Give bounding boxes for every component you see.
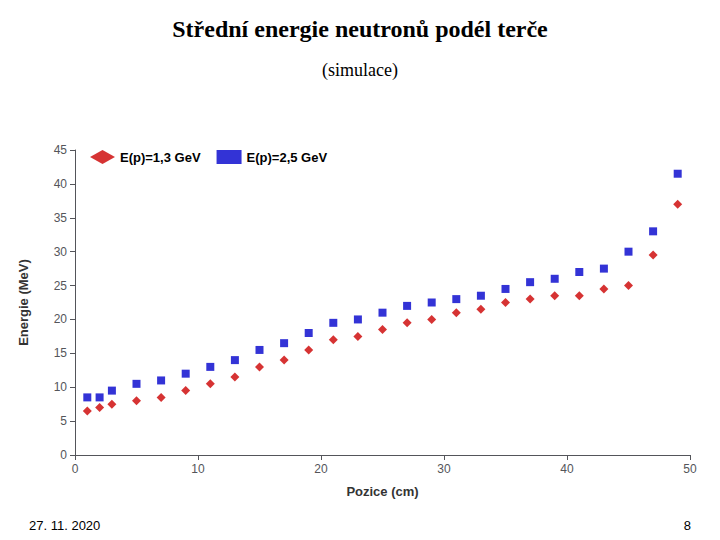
svg-text:25: 25 [54, 279, 68, 293]
svg-text:50: 50 [683, 462, 697, 476]
svg-text:0: 0 [60, 448, 67, 462]
svg-text:30: 30 [437, 462, 451, 476]
svg-text:5: 5 [60, 414, 67, 428]
svg-text:8: 8 [684, 518, 691, 533]
svg-text:10: 10 [191, 462, 205, 476]
svg-text:20: 20 [314, 462, 328, 476]
svg-text:Energie (MeV): Energie (MeV) [16, 259, 31, 346]
svg-text:E(p)=1,3 GeV: E(p)=1,3 GeV [120, 150, 201, 165]
svg-text:27. 11. 2020: 27. 11. 2020 [29, 518, 100, 533]
svg-text:E(p)=2,5 GeV: E(p)=2,5 GeV [247, 150, 328, 165]
svg-text:35: 35 [54, 211, 68, 225]
svg-text:(simulace): (simulace) [322, 60, 398, 81]
svg-text:45: 45 [54, 143, 68, 157]
svg-text:Střední energie neutronů podél: Střední energie neutronů podél terče [172, 16, 548, 42]
svg-text:15: 15 [54, 346, 68, 360]
svg-text:40: 40 [54, 177, 68, 191]
svg-text:0: 0 [72, 462, 79, 476]
svg-text:40: 40 [560, 462, 574, 476]
svg-text:10: 10 [54, 380, 68, 394]
svg-text:Pozice (cm): Pozice (cm) [346, 484, 418, 499]
svg-text:20: 20 [54, 312, 68, 326]
svg-text:30: 30 [54, 245, 68, 259]
